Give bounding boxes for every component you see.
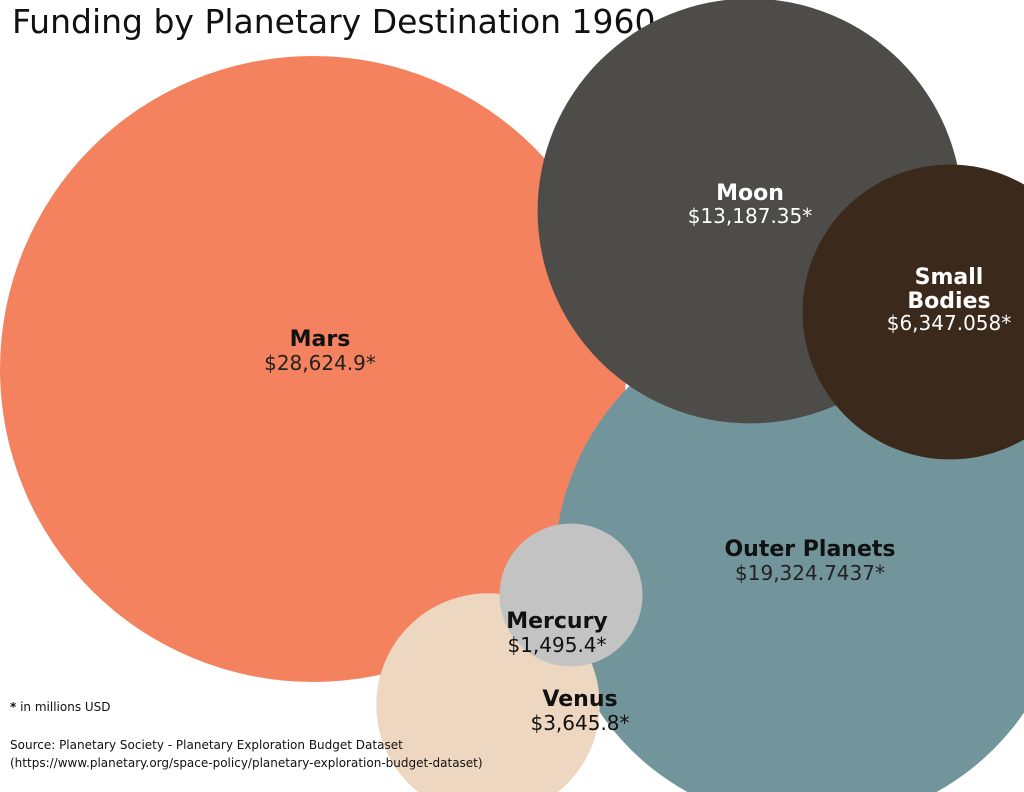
bubble-name-moon: Moon xyxy=(716,181,784,206)
bubble-name-venus: Venus xyxy=(542,687,617,712)
bubble-name-outer-planets: Outer Planets xyxy=(724,537,895,562)
bubble-value-mercury: $1,495.4* xyxy=(507,633,606,657)
bubble-value-outer-planets: $19,324.7437* xyxy=(735,561,885,585)
bubble-label-venus: Venus$3,645.8* xyxy=(530,687,629,735)
bubble-small-bodies xyxy=(802,164,1024,460)
bubble-label-mars: Mars$28,624.9* xyxy=(264,327,376,375)
bubble-name-mercury: Mercury xyxy=(506,609,608,634)
bubble-mercury xyxy=(499,523,643,667)
source-url: (https://www.planetary.org/space-policy/… xyxy=(10,756,483,770)
bubble-name-mars: Mars xyxy=(290,327,351,352)
footnote-unit-text: in millions USD xyxy=(16,700,111,714)
bubble-value-moon: $13,187.35* xyxy=(688,204,813,228)
bubble-value-venus: $3,645.8* xyxy=(530,711,629,735)
bubble-value-small-bodies: $6,347.058* xyxy=(887,311,1012,335)
bubble-label-mercury: Mercury$1,495.4* xyxy=(506,609,608,657)
bubble-label-outer-planets: Outer Planets$19,324.7437* xyxy=(724,537,895,585)
bubble-name-small-bodies: Small Bodies xyxy=(907,265,990,314)
bubble-label-small-bodies: Small Bodies$6,347.058* xyxy=(887,265,1012,335)
unit-footnote: * in millions USD xyxy=(10,700,111,714)
bubble-mars xyxy=(0,56,626,682)
source-line: Source: Planetary Society - Planetary Ex… xyxy=(10,738,403,752)
bubble-value-mars: $28,624.9* xyxy=(264,351,376,375)
bubble-label-moon: Moon$13,187.35* xyxy=(688,181,813,228)
footnote-asterisk: * xyxy=(10,700,17,714)
